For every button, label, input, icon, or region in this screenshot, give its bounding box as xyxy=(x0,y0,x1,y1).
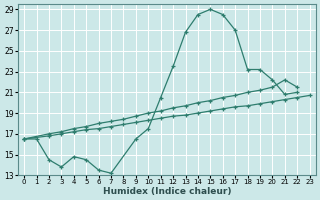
X-axis label: Humidex (Indice chaleur): Humidex (Indice chaleur) xyxy=(103,187,231,196)
